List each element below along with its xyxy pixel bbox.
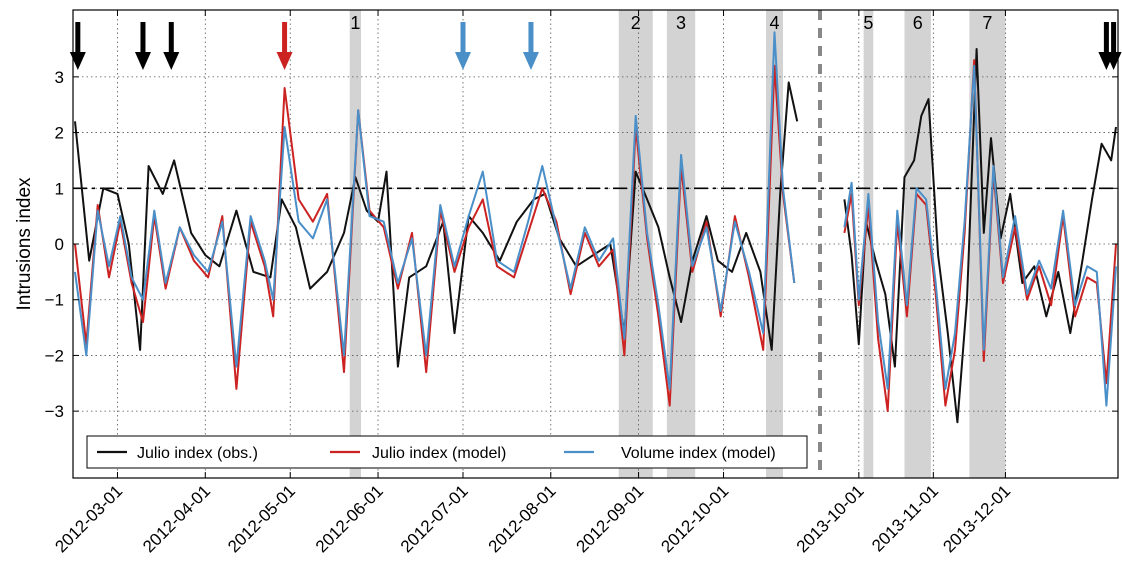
arrow-shaft-1: [140, 22, 146, 52]
xtick-label-2012-10-01: 2012-10-01: [657, 481, 732, 556]
arrow-shaft-2: [168, 22, 174, 52]
arrow-shaft-6: [1103, 22, 1109, 52]
arrow-head-2: [163, 52, 180, 70]
ytick-label--3: −3: [45, 402, 64, 421]
xtick-label-2012-04-01: 2012-04-01: [139, 481, 214, 556]
arrow-head-1: [134, 52, 151, 70]
xtick-label-2012-09-01: 2012-09-01: [572, 481, 647, 556]
event-band-6: [904, 10, 931, 478]
arrow-shaft-4: [460, 22, 466, 52]
legend-label-volume: Volume index (model): [621, 445, 776, 462]
event-label-1: 1: [350, 13, 360, 33]
ytick-label-1: 1: [55, 179, 64, 198]
xtick-label-2012-03-01: 2012-03-01: [51, 481, 126, 556]
legend-box: [86, 435, 808, 469]
event-label-4: 4: [770, 13, 780, 33]
series-line-2-part-1: [843, 64, 1117, 407]
event-arrows: [69, 22, 1122, 70]
ytick-label-2: 2: [55, 124, 64, 143]
event-label-7: 7: [982, 13, 992, 33]
xtick-label-2012-07-01: 2012-07-01: [397, 481, 472, 556]
arrow-head-4: [454, 52, 471, 70]
y-axis-label: Intrusions index: [14, 177, 35, 311]
legend-label-obs: Julio index (obs.): [137, 445, 258, 462]
event-labels: 1 2 3 4 5 6 7: [350, 13, 992, 33]
legend-label-model: Julio index (model): [372, 445, 506, 462]
grid: [73, 10, 1118, 478]
arrow-shaft-5: [528, 22, 534, 52]
arrow-shaft-3: [282, 22, 288, 52]
ytick-label-3: 3: [55, 68, 64, 87]
xtick-label-2012-05-01: 2012-05-01: [224, 481, 299, 556]
event-band-5: [863, 10, 874, 478]
legend: Julio index (obs.) Julio index (model) V…: [86, 435, 808, 469]
xtick-label-2013-12-01: 2013-12-01: [939, 481, 1014, 556]
series-lines: [74, 31, 1117, 424]
event-label-5: 5: [863, 13, 873, 33]
series-line-0-part-1: [843, 48, 1117, 424]
event-label-6: 6: [913, 13, 923, 33]
arrow-shaft-7: [1111, 22, 1117, 52]
ytick-label-0: 0: [55, 235, 64, 254]
xtick-label-2012-06-01: 2012-06-01: [312, 481, 387, 556]
event-label-3: 3: [676, 13, 686, 33]
ytick-label--1: −1: [45, 291, 64, 310]
xtick-label-2013-11-01: 2013-11-01: [868, 481, 942, 555]
arrow-head-5: [522, 52, 539, 70]
xtick-label-2012-08-01: 2012-08-01: [485, 481, 560, 556]
event-band-1: [349, 10, 362, 478]
xtick-label-2013-10-01: 2013-10-01: [793, 481, 868, 556]
ytick-label--2: −2: [45, 346, 64, 365]
y-axis: −3 −2 −1 0 1 2 3: [45, 68, 1118, 421]
arrow-head-0: [69, 52, 86, 70]
arrow-head-3: [276, 52, 293, 70]
event-label-2: 2: [631, 13, 641, 33]
series-line-2-part-0: [74, 31, 796, 390]
arrow-shaft-0: [75, 22, 81, 52]
